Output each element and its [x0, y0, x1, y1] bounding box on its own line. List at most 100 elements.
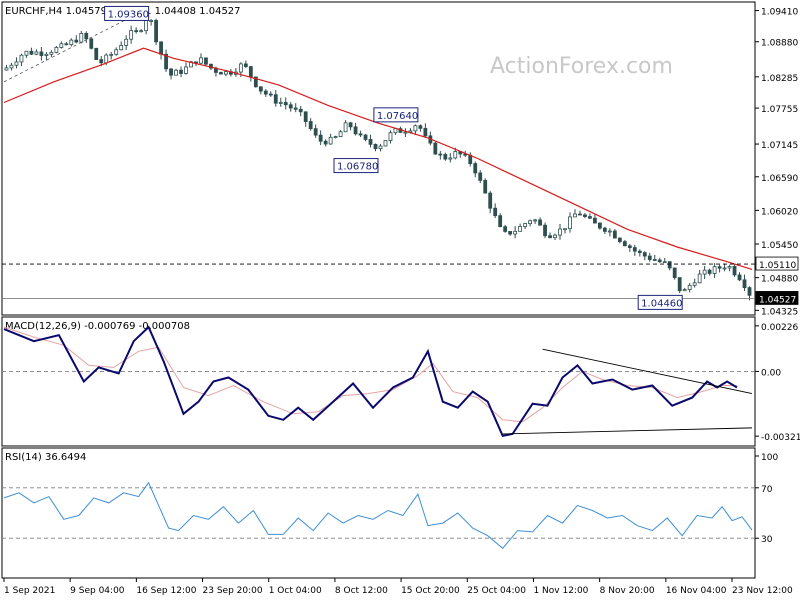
price-candle-body [224, 71, 228, 75]
price-candle-body [39, 51, 44, 56]
price-candle-body [607, 230, 612, 233]
price-candle-body [14, 61, 19, 66]
macd-y-tick-label: 0.00226 [761, 323, 798, 333]
price-candle-body [687, 284, 692, 290]
price-candle-body [19, 54, 24, 63]
x-axis-tick-label: 1 Oct 04:00 [269, 586, 322, 596]
x-axis-tick-label: 23 Nov 12:00 [732, 586, 793, 596]
rsi-y-tick-label: 100 [761, 453, 778, 463]
price-candle-body [707, 269, 712, 274]
price-candle-body [647, 255, 652, 260]
price-candle-body [298, 108, 303, 113]
price-candle-body [722, 267, 727, 270]
macd-pane-frame [1, 316, 756, 447]
price-candle-body [283, 102, 288, 106]
price-y-tick-label: 1.09410 [761, 7, 798, 17]
watermark: ActionForex.com [490, 54, 673, 79]
price-candle-body [318, 134, 323, 142]
price-candle-body [159, 41, 163, 55]
price-candle-body [747, 287, 752, 296]
price-candle-body [109, 53, 114, 56]
price-candle-body [533, 219, 537, 222]
price-candle-body [328, 136, 333, 145]
price-candle-body [124, 38, 129, 46]
price-candle-body [528, 220, 532, 225]
price-candle-body [627, 245, 632, 248]
price-candle-body [363, 134, 368, 140]
price-candle-body [508, 231, 513, 235]
price-candle-body [642, 252, 647, 257]
x-axis-tick-label: 16 Nov 04:00 [666, 586, 727, 596]
price-candle-body [4, 67, 9, 71]
x-axis-tick-label: 25 Oct 04:00 [467, 586, 526, 596]
x-axis-tick-label: 23 Sep 20:00 [203, 586, 263, 596]
price-candle-body [742, 279, 747, 289]
price-candle-body [632, 247, 637, 252]
price-pane-frame [1, 1, 756, 316]
price-candle-body [558, 228, 562, 236]
x-axis-tick-label: 8 Nov 20:00 [600, 586, 655, 596]
price-candle-body [288, 104, 293, 109]
price-candle-body [253, 76, 258, 88]
price-candle-body [338, 131, 343, 138]
price-candle-body [393, 128, 398, 134]
price-candle-body [74, 39, 79, 43]
price-candle-body [268, 93, 273, 96]
price-candle-body [578, 213, 582, 216]
price-candle-body [169, 68, 173, 76]
price-candle-body [593, 217, 597, 224]
price-candle-body [273, 94, 278, 104]
price-candle-body [69, 39, 74, 46]
price-candle-body [368, 139, 373, 145]
price-candle-body [667, 261, 672, 269]
price-candle-body [248, 66, 253, 78]
price-y-tick-label: 1.08880 [761, 39, 798, 49]
price-candle-body [682, 289, 687, 292]
price-candle-body [652, 259, 657, 261]
price-y-tick-label: 1.04880 [761, 275, 798, 285]
price-candle-body [498, 215, 503, 228]
macd-trendline [542, 348, 753, 395]
price-candle-body [293, 107, 298, 110]
price-y-tick-label: 1.08285 [761, 74, 798, 84]
price-candle-body [164, 53, 168, 70]
price-y-tick-label: 1.06020 [761, 207, 798, 217]
price-candle-body [657, 259, 662, 263]
macd-trendline [502, 427, 753, 435]
price-candle-body [637, 250, 642, 254]
price-annotation-label: 1.04460 [641, 298, 682, 309]
price-annotation-label: 1.07640 [377, 111, 418, 122]
x-axis-tick-label: 1 Sep 2021 [4, 586, 55, 596]
price-candle-body [219, 72, 223, 75]
price-annotation-box [333, 158, 379, 174]
price-candle-body [717, 266, 722, 269]
price-candle-body [518, 226, 523, 232]
price-annotation-label: 1.09360 [108, 9, 149, 20]
price-candle-body [727, 266, 732, 269]
price-candle-body [598, 222, 602, 229]
price-candle-body [493, 207, 498, 217]
price-candle-body [29, 50, 34, 55]
price-candle-body [114, 49, 119, 55]
x-axis-tick-label: 8 Oct 12:00 [335, 586, 388, 596]
price-candle-body [543, 224, 547, 237]
price-candle-body [732, 266, 737, 276]
price-y-tick-label: 1.05450 [761, 241, 798, 251]
price-y-tick-label: 1.07145 [761, 141, 798, 151]
price-candle-body [174, 69, 178, 76]
price-candle-body [448, 157, 453, 160]
price-candle-body [523, 223, 528, 227]
price-candle-body [692, 282, 697, 286]
price-candle-body [473, 163, 478, 174]
price-candle-body [388, 132, 393, 141]
price-candle-body [263, 90, 268, 95]
price-candle-body [84, 33, 89, 40]
price-candle-body [154, 20, 158, 43]
price-candle-body [478, 172, 483, 181]
macd-y-tick-label: 0.00 [761, 368, 781, 378]
price-candle-body [712, 266, 717, 274]
price-moving-average-line [3, 47, 753, 270]
